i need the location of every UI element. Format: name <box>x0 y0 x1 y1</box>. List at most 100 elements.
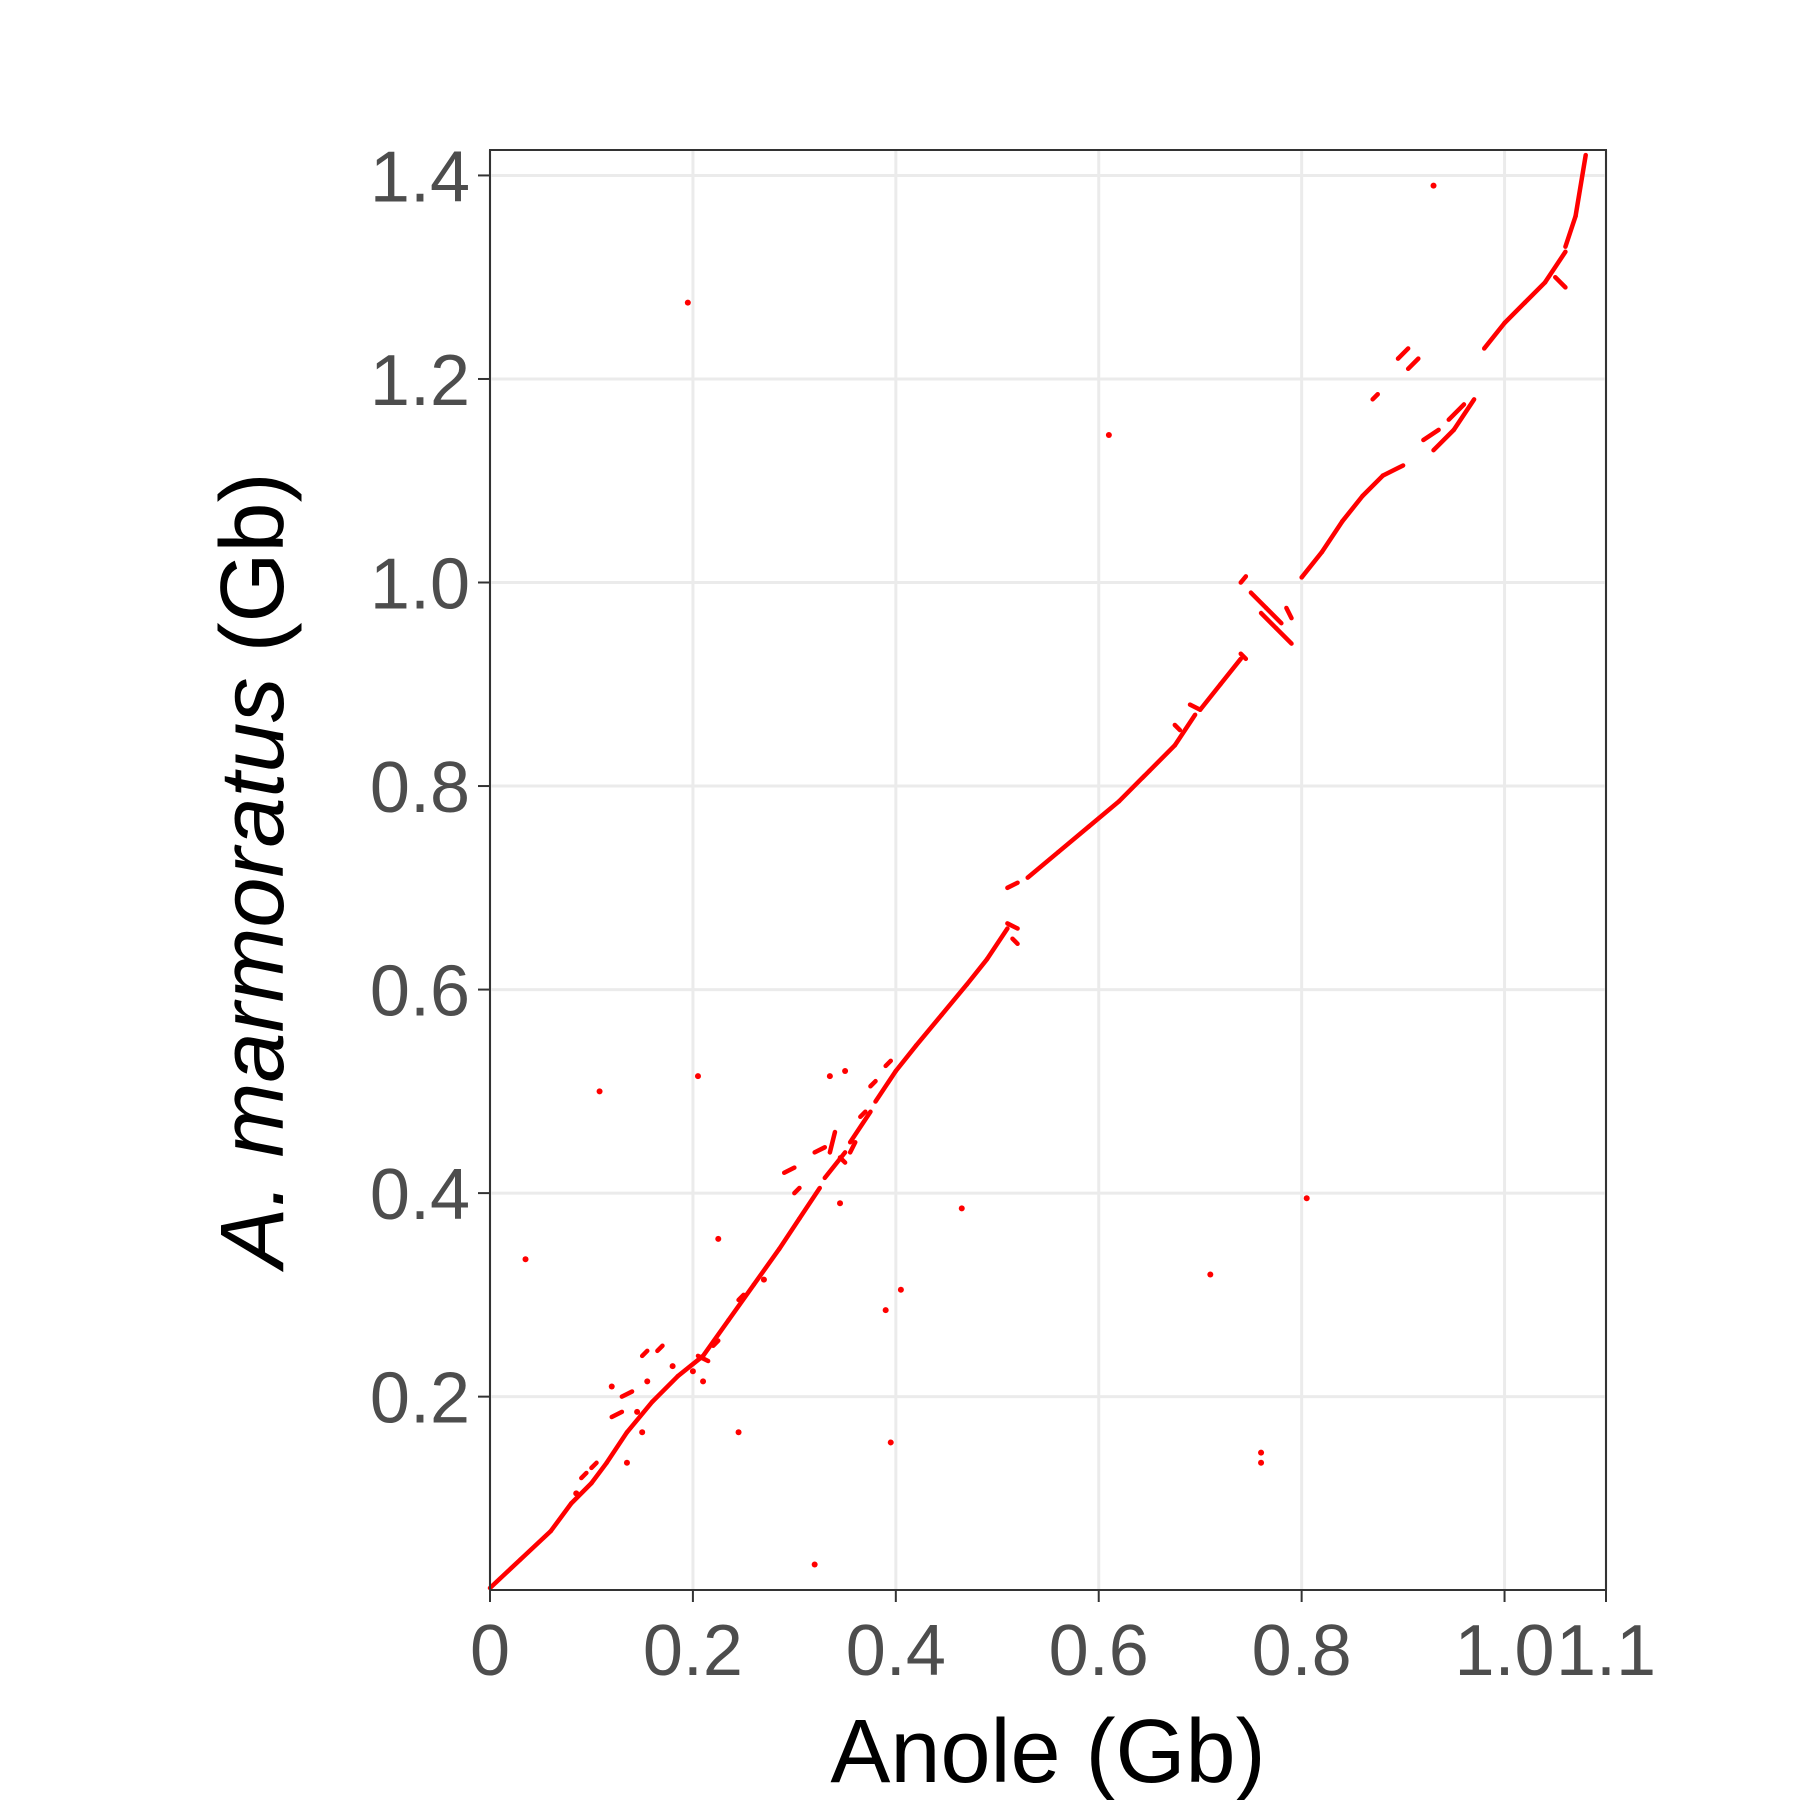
alignment-segment <box>1274 626 1294 646</box>
alignment-segment <box>1563 213 1578 249</box>
alignment-point <box>842 1067 849 1074</box>
x-tick-label: 0.8 <box>1252 1611 1352 1691</box>
alignment-point <box>573 1490 580 1497</box>
alignment-point <box>882 1307 889 1314</box>
alignment-segment <box>822 1150 848 1181</box>
x-tick-label: 0.4 <box>846 1611 946 1691</box>
alignment-segment <box>893 1043 919 1074</box>
alignment-point <box>1303 1195 1310 1202</box>
alignment-segment <box>1010 936 1020 947</box>
alignment-segment <box>797 1185 822 1221</box>
alignment-segment <box>700 1318 731 1359</box>
y-axis: 0.2 0.4 0.6 0.8 1.0 1.2 1.4 <box>370 137 490 1439</box>
alignment-segment <box>1370 391 1380 402</box>
alignment-segment <box>1238 574 1249 585</box>
alignment-segment <box>1380 463 1406 478</box>
y-tick-label: 1.0 <box>370 545 470 625</box>
alignment-point <box>735 1429 742 1436</box>
alignment-segment <box>868 1078 878 1089</box>
grid-lines <box>488 150 1608 1590</box>
alignment-segment <box>873 1068 899 1104</box>
alignment-marks <box>487 152 1588 1591</box>
alignment-point <box>608 1383 615 1390</box>
alignment-point <box>1105 431 1112 438</box>
alignment-segment <box>883 1058 893 1069</box>
alignment-segment <box>710 1338 721 1349</box>
alignment-segment <box>1319 519 1345 555</box>
alignment-segment <box>650 1374 680 1404</box>
alignment-point <box>596 1088 603 1095</box>
alignment-point <box>644 1378 651 1385</box>
alignment-segment <box>913 1012 944 1048</box>
x-tick-label: 1.0 <box>1454 1611 1554 1691</box>
alignment-segment <box>568 1480 594 1506</box>
alignment-segment <box>736 1292 746 1303</box>
alignment-segment <box>1395 346 1411 361</box>
alignment-segment <box>695 1353 711 1364</box>
alignment-point <box>700 1378 707 1385</box>
alignment-segment <box>518 1528 554 1562</box>
alignment-segment <box>837 1155 848 1165</box>
alignment-segment <box>1116 768 1152 804</box>
x-tick-label: 1.1 <box>1556 1611 1656 1691</box>
y-tick-label: 0.6 <box>370 952 470 1032</box>
y-tick-label: 0.4 <box>370 1155 470 1235</box>
alignment-segment <box>1446 402 1467 422</box>
alignment-point <box>669 1363 676 1370</box>
alignment-segment <box>1218 656 1244 687</box>
alignment-segment <box>1405 356 1421 372</box>
y-tick-label: 1.4 <box>370 137 470 217</box>
y-tick-label: 1.2 <box>370 341 470 421</box>
alignment-segment <box>726 1282 757 1323</box>
alignment-segment <box>1360 473 1386 499</box>
alignment-segment <box>1522 280 1548 305</box>
alignment-segment <box>1147 743 1178 774</box>
alignment-point <box>684 299 691 306</box>
alignment-point <box>897 1286 904 1293</box>
alignment-segment <box>1055 824 1091 855</box>
alignment-segment <box>1263 605 1284 626</box>
x-axis: 0 0.2 0.4 0.6 0.8 1.0 1.1 <box>470 1590 1656 1691</box>
alignment-point <box>887 1439 894 1446</box>
alignment-segment <box>675 1353 706 1379</box>
alignment-segment <box>812 1145 828 1155</box>
alignment-point <box>639 1429 646 1436</box>
alignment-segment <box>589 1460 599 1471</box>
alignment-segment <box>487 1557 523 1591</box>
alignment-segment <box>1197 682 1223 712</box>
alignment-segment <box>964 956 990 987</box>
alignment-segment <box>984 926 1010 962</box>
alignment-segment <box>1502 300 1528 326</box>
alignment-segment <box>1431 427 1457 453</box>
alignment-point <box>623 1459 630 1466</box>
alignment-segment <box>1284 605 1294 621</box>
alignment-segment <box>1451 397 1477 433</box>
alignment-segment <box>1086 799 1122 829</box>
alignment-segment <box>589 1460 609 1486</box>
alignment-segment <box>1573 152 1588 219</box>
alignment-segment <box>624 1399 655 1435</box>
y-tick-label: 0.8 <box>370 748 470 828</box>
alignment-segment <box>579 1470 589 1481</box>
y-axis-title-species: A. marmoratus <box>203 677 303 1272</box>
x-tick-label: 0 <box>470 1611 510 1691</box>
alignment-segment <box>781 1165 797 1176</box>
alignment-segment <box>1299 549 1325 580</box>
alignment-segment <box>1187 702 1203 712</box>
alignment-point <box>1430 182 1437 189</box>
alignment-point <box>826 1073 833 1080</box>
alignment-segment <box>1339 493 1365 524</box>
alignment-segment <box>1005 880 1020 891</box>
alignment-segment <box>1172 712 1198 748</box>
alignment-point <box>694 1073 701 1080</box>
alignment-point <box>1207 1271 1214 1278</box>
alignment-point <box>760 1276 767 1283</box>
alignment-segment <box>604 1430 630 1466</box>
alignment-segment <box>619 1389 635 1399</box>
alignment-point <box>634 1408 641 1415</box>
alignment-segment <box>1553 274 1568 290</box>
alignment-segment <box>1025 849 1061 880</box>
alignment-point <box>1258 1459 1265 1466</box>
alignment-point <box>837 1200 844 1207</box>
